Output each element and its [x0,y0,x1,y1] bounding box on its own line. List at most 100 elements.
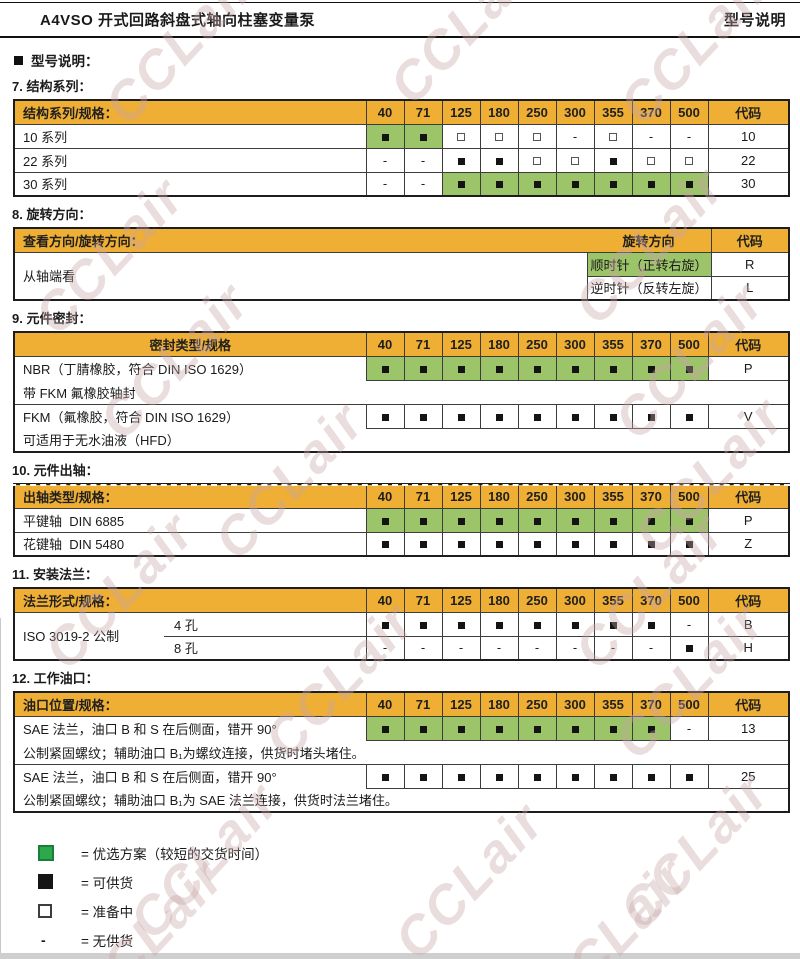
filled-square-icon [457,517,465,525]
availability-cell [365,403,405,429]
availability-cell [593,763,633,789]
availability-cell [593,147,633,173]
size-column-header: 500 [669,483,709,509]
availability-cell [479,531,519,557]
size-column-header: 370 [631,691,671,717]
row-label-cell: SAE 法兰，油口 B 和 S 在后侧面，错开 90° [13,763,367,788]
availability-cell [441,355,481,381]
dash-symbol: - [458,640,464,656]
table-row: 公制紧固螺纹；辅助油口 B₁为螺纹连接，供货时堵头堵住。 [14,740,789,765]
table-row: FKM（氟橡胶，符合 DIN ISO 1629） V [13,403,790,429]
availability-cell [593,171,633,197]
filled-square-icon [609,621,617,629]
page-header: A4VSO 开式回路斜盘式轴向柱塞变量泵 型号说明 [0,0,800,38]
availability-cell [441,403,481,429]
table-row: 10 系列 - - -10 [13,123,790,149]
size-column-header: 370 [631,331,671,357]
section-title: 10. 元件出轴： [12,463,99,478]
availability-cell [403,355,443,381]
availability-cell [555,763,595,789]
availability-cell [631,507,671,533]
code-column-header: 代码 [707,483,790,509]
availability-cell [555,715,595,741]
availability-cell [479,171,519,197]
availability-cell [479,763,519,789]
table-row: SAE 法兰，油口 B 和 S 在后侧面，错开 90° -13 [13,715,790,741]
outline-square-icon [647,157,655,166]
filled-square-icon [685,181,693,189]
availability-cell [365,355,405,381]
size-column-header: 180 [479,99,519,125]
section-title: 11. 安装法兰： [12,567,98,582]
availability-cell [669,355,709,381]
legend-item: = 优选方案（较短的交货时间） [0,844,500,862]
code-column-header: 代码 [707,587,790,613]
flange-table: 法兰形式/规格： 40 71 125 180 250 300 355 370 500 代码 ISO 3… [13,587,790,661]
outline-square-icon [533,157,541,166]
filled-square-icon [381,541,389,549]
size-column-header: 300 [555,99,595,125]
note-cell: 公制紧固螺纹；辅助油口 B₁为螺纹连接，供货时堵头堵住。 [14,740,789,765]
availability-cell [441,171,481,197]
filled-square-icon [419,773,427,781]
availability-cell [365,531,405,557]
legend-label: = 准备中 [81,904,134,920]
filled-square-icon [457,413,465,421]
filled-square-icon [533,365,541,373]
row-label-column-header: 法兰形式/规格： [13,587,367,613]
availability-cell [403,123,443,149]
filled-square-icon [571,517,579,525]
size-column-header: 71 [403,99,443,125]
legend-item: = 可供货 [0,873,500,891]
availability-cell [669,531,709,557]
availability-cell [593,123,633,149]
dash-symbol: - [382,640,388,656]
filled-square-icon [609,541,617,549]
filled-square-icon [609,773,617,781]
table-row: 22 系列 - -22 [13,147,790,173]
code-cell: P [707,355,790,381]
availability-cell [631,355,671,381]
dash-symbol: - [686,720,692,736]
availability-cell [403,403,443,429]
availability-cell [517,147,557,173]
row-label-column-header: 出轴类型/规格： [13,483,367,509]
filled-square-icon [381,773,389,781]
dash-symbol: - [648,128,654,144]
filled-square-icon [495,157,503,165]
legend-label: = 可供货 [81,875,134,891]
legend-symbol [38,903,56,918]
availability-cell [365,123,405,149]
dash-symbol: - [420,152,426,168]
dash-symbol: - [534,640,540,656]
size-column-header: 40 [365,483,405,509]
dash-symbol: - [648,640,654,656]
size-column-header: 300 [555,691,595,717]
filled-square-icon [647,773,655,781]
size-column-header: 355 [593,587,633,613]
availability-cell [555,531,595,557]
size-column-header: 180 [479,691,519,717]
availability-cell [631,715,671,741]
availability-cell: - [517,635,557,661]
size-column-header: 500 [669,99,709,125]
watermark-text: CCLair [528,846,701,959]
filled-square-icon [647,517,655,525]
top-rule [0,2,800,3]
table-row: 8 孔--------H [14,635,790,661]
filled-square-icon [685,517,693,525]
code-column-header: 代码 [707,331,790,357]
availability-cell [593,507,633,533]
filled-square-icon [495,773,503,781]
dash-symbol: - [420,176,426,192]
filled-square-icon [381,725,389,733]
outline-square-icon [457,133,465,142]
size-column-header: 40 [365,587,405,613]
size-column-header: 125 [441,483,481,509]
doc-section-title: 型号说明 [723,12,786,29]
filled-square-icon [609,725,617,733]
availability-cell [479,403,519,429]
row-label-cell: 平键轴 DIN 6885 [13,507,367,533]
white-square-icon [38,903,52,918]
